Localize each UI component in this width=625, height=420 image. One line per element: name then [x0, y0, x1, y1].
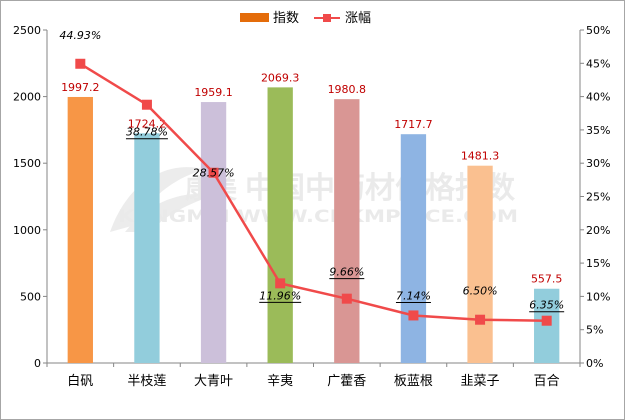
x-tick-label: 板蓝根 — [394, 374, 433, 389]
legend-bar-swatch — [240, 13, 269, 22]
y-left-tick-label: 1500 — [13, 157, 41, 170]
bar — [200, 102, 227, 363]
bars — [67, 87, 560, 364]
y-right-tick-label: 0% — [586, 357, 603, 370]
growth-line — [79, 62, 547, 322]
bar-value-label: 1724.2 — [128, 117, 167, 130]
bar — [134, 133, 160, 363]
bar-value-label: 1717.7 — [394, 118, 433, 131]
legend-bar-label: 指数 — [273, 11, 299, 26]
y-right-tick-label: 35% — [586, 124, 610, 137]
growth-value-label: 11.96% — [259, 289, 301, 302]
bar-value-label: 557.5 — [531, 273, 563, 286]
x-tick-label: 白矾 — [67, 373, 93, 389]
legend-line-label: 涨幅 — [345, 11, 371, 26]
bar — [400, 134, 427, 363]
y-left-tick-label: 1000 — [13, 224, 41, 237]
y-left-tick-label: 500 — [20, 290, 41, 303]
y-right-tick-label: 40% — [586, 91, 610, 104]
bar — [467, 165, 493, 363]
growth-point — [541, 315, 552, 326]
y-right-tick-label: 10% — [586, 290, 610, 303]
y-left-tick-label: 2000 — [13, 91, 41, 104]
growth-point — [208, 167, 219, 178]
y-left-tick-label: 0 — [34, 357, 41, 370]
x-tick-label: 辛夷 — [267, 373, 293, 389]
x-tick-label: 韭菜子 — [461, 374, 500, 389]
bar-value-label: 1997.2 — [61, 81, 100, 94]
bar-value-label: 1481.3 — [461, 150, 500, 163]
y-right-tick-label: 50% — [586, 24, 610, 37]
x-tick-label: 百合 — [534, 374, 560, 389]
growth-line-series — [75, 58, 552, 326]
watermark: 康美 中国中药材价格指数 KANGMEI WWW.CNKMPRICE.COM — [110, 167, 518, 232]
growth-point — [475, 314, 486, 325]
growth-value-label: 6.50% — [463, 285, 498, 298]
y-right-tick-label: 30% — [586, 157, 610, 170]
y-left-ticks: 0 500 1000 1500 2000 2500 — [13, 24, 47, 370]
y-right-tick-label: 5% — [586, 324, 603, 337]
growth-line-labels: 44.93% 38.78% 28.57% 11.96% 9.66% 7.14% 6.50% 6… — [59, 29, 565, 313]
y-right-tick-label: 45% — [586, 57, 610, 70]
bar-value-labels: 1997.2 1724.2 1959.1 2069.3 1980.8 1717.7 1481… — [61, 71, 562, 285]
bar — [267, 87, 293, 364]
y-right-tick-label: 15% — [586, 257, 610, 270]
x-tick-label: 大青叶 — [194, 374, 233, 389]
y-right-tick-label: 20% — [586, 224, 610, 237]
watermark-text-en: KANGMEI WWW.CNKMPRICE.COM — [118, 207, 518, 227]
growth-value-label: 44.93% — [59, 29, 101, 42]
growth-point — [341, 293, 352, 304]
growth-value-label: 38.78% — [126, 126, 168, 139]
growth-point — [141, 99, 152, 110]
growth-value-label: 9.66% — [329, 266, 364, 279]
growth-point — [408, 310, 419, 321]
growth-point — [275, 278, 286, 289]
legend-line-marker — [323, 14, 331, 22]
y-right-ticks: 0% 5% 10% 15% 20% 25% 30% 35% 40% 45% 50% — [580, 24, 610, 370]
bar-value-label: 2069.3 — [261, 71, 300, 84]
bar — [67, 96, 93, 363]
bar-value-label: 1980.8 — [328, 83, 367, 96]
bar — [534, 288, 560, 363]
bar-value-label: 1959.1 — [194, 86, 233, 99]
growth-value-label: 7.14% — [396, 289, 431, 302]
x-ticks: 白矾 半枝莲 大青叶 辛夷 广藿香 板蓝根 韭菜子 百合 — [46, 363, 581, 389]
x-tick-label: 广藿香 — [327, 374, 366, 389]
growth-value-label: 28.57% — [193, 167, 235, 180]
bar — [334, 99, 360, 363]
y-right-tick-label: 25% — [586, 191, 610, 204]
x-tick-label: 半枝莲 — [127, 374, 166, 389]
legend: 指数 涨幅 — [240, 11, 371, 26]
y-left-tick-label: 2500 — [13, 24, 41, 37]
growth-point — [75, 58, 86, 69]
growth-value-label: 6.35% — [529, 299, 564, 312]
